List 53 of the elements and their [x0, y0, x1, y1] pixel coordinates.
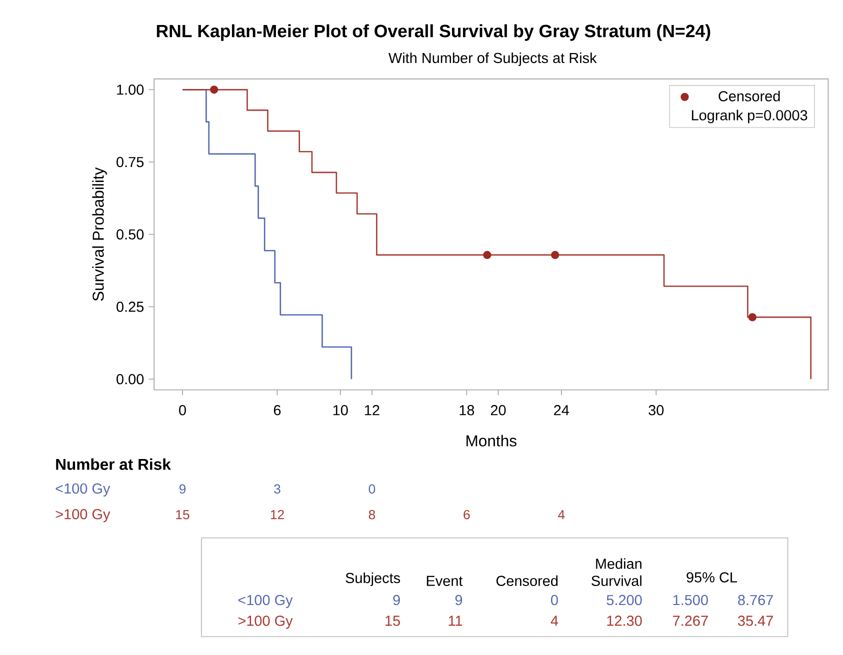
y-axis-title: Survival Probability — [92, 167, 107, 301]
text: Number at Risk — [56, 458, 171, 470]
annotation: Logrank p=0.0003 — [692, 110, 808, 124]
text: 6 — [464, 510, 470, 520]
y-tick-label: 0.00 — [116, 374, 144, 384]
text: >100 Gy — [56, 508, 110, 522]
text: 12 — [270, 510, 284, 519]
y-tick-label: 0.25 — [116, 301, 144, 312]
text: 95% CL — [686, 572, 737, 582]
text: 9 — [393, 594, 400, 605]
y-tick-label: 0.50 — [116, 229, 144, 240]
point — [748, 312, 757, 322]
x-axis-title: Months — [466, 434, 516, 446]
x-tick-label: 24 — [554, 404, 570, 415]
text: Median Survival — [592, 558, 642, 586]
x-tick-label: 0 — [179, 404, 186, 416]
text: 3 — [274, 484, 280, 494]
y-tick-label: 0.75 — [116, 156, 144, 167]
point — [483, 250, 492, 259]
x-tick-label: 12 — [364, 404, 380, 415]
text: >100 Gy — [238, 615, 293, 629]
x-tick-label: 20 — [490, 404, 506, 416]
x-tick-label: 18 — [460, 404, 474, 416]
x-tick-label: 6 — [274, 404, 281, 416]
text: 11 — [448, 616, 462, 626]
text: 15 — [386, 616, 400, 626]
x-tick-label: 30 — [648, 404, 664, 416]
text: 8.767 — [738, 594, 773, 605]
x-tick-label: 10 — [333, 404, 348, 416]
text: <100 Gy — [56, 483, 110, 496]
text: 4 — [550, 616, 558, 626]
y-tick-label: 1.00 — [117, 84, 144, 95]
text: 8 — [368, 510, 376, 520]
point — [210, 85, 218, 94]
text: 12.30 — [607, 615, 642, 626]
text: Subjects — [346, 572, 400, 586]
text: 0 — [551, 594, 558, 605]
text: Event — [426, 576, 463, 586]
text: <100 Gy — [238, 594, 293, 608]
legend-label: Censored — [718, 90, 780, 102]
text: 35.47 — [738, 615, 773, 626]
text: 1.500 — [673, 594, 708, 605]
text: 0 — [368, 484, 376, 494]
text: 4 — [558, 510, 565, 519]
point — [551, 250, 560, 259]
text: 5.200 — [606, 594, 642, 605]
text: 9 — [455, 594, 462, 605]
text: 7.267 — [673, 615, 708, 626]
text: 9 — [179, 484, 186, 494]
chart-title: RNL Kaplan-Meier Plot of Overall Survival by Gray Stratum (N=24) — [156, 24, 710, 41]
text: Censored — [496, 575, 558, 586]
chart-subtitle: With Number of Subjects at Risk — [388, 52, 597, 66]
text: 15 — [176, 510, 190, 520]
